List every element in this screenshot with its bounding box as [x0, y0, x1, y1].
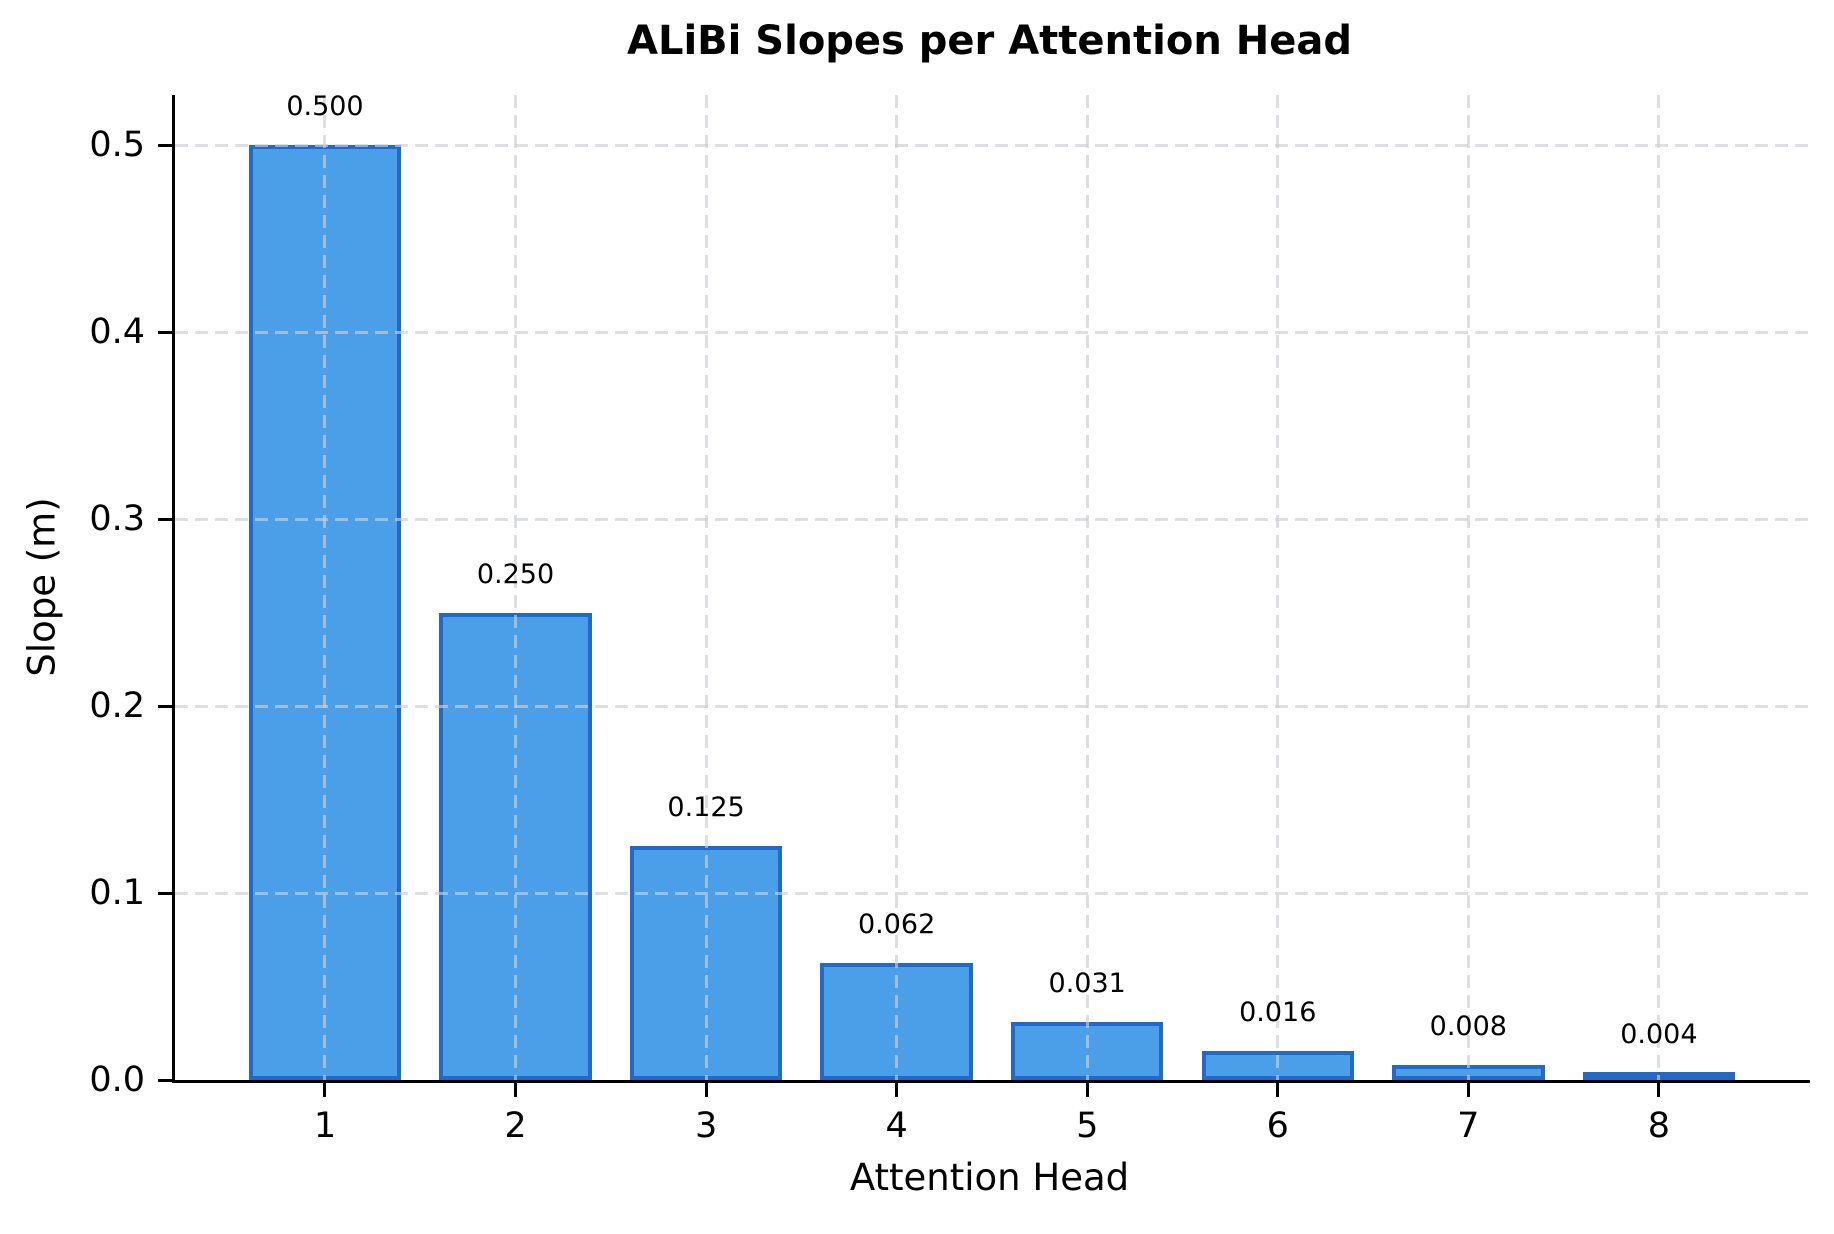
gridline-y-0.5	[175, 143, 1810, 147]
gridline-y-0.4	[175, 330, 1810, 334]
bar-head-2	[439, 612, 592, 1080]
y-tick-label-0.4: 0.4	[89, 311, 145, 352]
x-tick-label-6: 6	[1266, 1106, 1289, 1146]
x-tick-label-4: 4	[885, 1106, 908, 1146]
bar-head-5	[1010, 1021, 1164, 1080]
x-tick-mark-4	[895, 1083, 899, 1097]
x-tick-mark-6	[1276, 1083, 1280, 1097]
gridline-x-8	[1657, 95, 1661, 1080]
x-tick-label-1: 1	[313, 1106, 337, 1146]
y-tick-label-0.0: 0.0	[89, 1059, 145, 1100]
x-tick-mark-2	[514, 1083, 518, 1097]
bar-head-8	[1582, 1072, 1736, 1080]
bar-value-label-head-6: 0.016	[1239, 996, 1317, 1028]
x-tick-label-2: 2	[504, 1106, 527, 1146]
y-tick-mark-0.0	[158, 1078, 172, 1082]
bar-head-6	[1201, 1050, 1354, 1080]
x-tick-mark-5	[1085, 1083, 1089, 1097]
x-tick-label-5: 5	[1076, 1106, 1099, 1146]
chart-title: ALiBi Slopes per Attention Head	[627, 18, 1352, 64]
plot-area: 0.0 0.1 0.2 0.3 0.4 0.5 1 0.500 2 0.250 3 0.125 4 0.0…	[89, 91, 1810, 1146]
bar-value-label-head-1: 0.500	[286, 91, 364, 123]
x-tick-mark-7	[1466, 1083, 1470, 1097]
y-tick-label-0.2: 0.2	[89, 685, 145, 726]
bar-value-label-head-5: 0.031	[1048, 967, 1126, 999]
bar-head-7	[1392, 1065, 1545, 1080]
x-tick-label-7: 7	[1457, 1106, 1480, 1146]
y-tick-mark-0.2	[158, 704, 172, 708]
bar-value-label-head-2: 0.250	[476, 558, 555, 590]
bar-head-1	[248, 145, 402, 1080]
bar-value-label-head-8: 0.004	[1620, 1018, 1698, 1050]
y-tick-mark-0.5	[158, 143, 172, 147]
y-tick-mark-0.4	[158, 330, 172, 334]
bar-value-label-head-3: 0.125	[667, 792, 745, 824]
gridline-y-0.3	[175, 517, 1810, 521]
x-tick-mark-3	[704, 1083, 708, 1097]
x-axis-label: Attention Head	[849, 1156, 1130, 1199]
bar-value-label-head-4: 0.062	[857, 909, 936, 941]
x-tick-mark-1	[323, 1083, 327, 1097]
gridline-x-5	[1085, 95, 1089, 1080]
gridline-x-6	[1276, 95, 1280, 1080]
bar-head-4	[820, 963, 973, 1080]
y-tick-label-0.5: 0.5	[89, 124, 145, 165]
y-tick-label-0.3: 0.3	[89, 498, 145, 539]
x-tick-label-8: 8	[1647, 1106, 1671, 1146]
gridline-y-0.2	[175, 704, 1810, 708]
y-tick-label-0.1: 0.1	[89, 872, 145, 913]
bar-head-3	[629, 846, 783, 1080]
x-tick-mark-8	[1657, 1083, 1661, 1097]
x-tick-label-3: 3	[694, 1106, 718, 1146]
y-tick-mark-0.1	[158, 891, 172, 895]
bar-value-label-head-7: 0.008	[1429, 1011, 1507, 1043]
y-tick-mark-0.3	[158, 517, 172, 521]
gridline-y-0.1	[175, 891, 1810, 895]
gridline-x-7	[1466, 95, 1470, 1080]
